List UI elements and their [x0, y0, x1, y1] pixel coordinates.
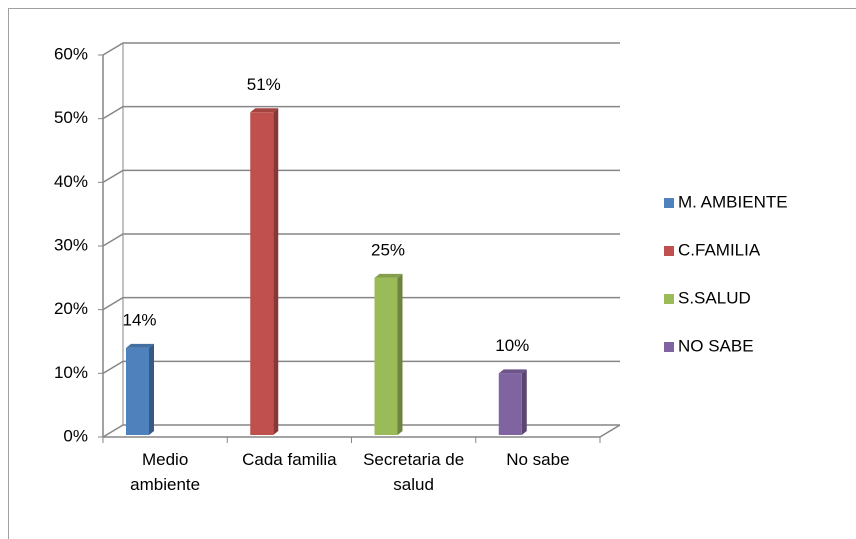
- grid-line: [102, 424, 620, 438]
- bar: [250, 112, 274, 436]
- bar-side: [273, 108, 279, 436]
- chart-border: [8, 8, 856, 539]
- y-tick-label: 50%: [54, 108, 88, 127]
- bar-top: [250, 108, 279, 113]
- x-tick-label: Secretaria de salud: [363, 450, 465, 494]
- bar: [498, 373, 522, 435]
- bar: [374, 277, 398, 435]
- x-tick-label: Cada familia: [242, 450, 337, 469]
- y-tick-label: 60%: [54, 44, 88, 63]
- bar-top: [126, 343, 154, 348]
- floor: [103, 424, 621, 438]
- value-label: 10%: [495, 336, 529, 355]
- value-label: 14%: [122, 310, 156, 329]
- y-tick-label: 0%: [63, 426, 88, 445]
- grid-line: [102, 360, 620, 374]
- legend-swatch: [664, 294, 674, 304]
- legend-label: C.FAMILIA: [678, 240, 761, 259]
- legend-label: NO SABE: [678, 336, 754, 355]
- value-label: 51%: [247, 75, 281, 94]
- y-tick-label: 30%: [54, 235, 88, 254]
- x-tick-label: Medio ambiente: [130, 450, 201, 494]
- legend-label: M. AMBIENTE: [678, 192, 788, 211]
- x-tick-label: No sabe: [506, 450, 570, 469]
- grid-line: [102, 233, 620, 247]
- legend-label: S.SALUD: [678, 288, 751, 307]
- grid-line: [102, 105, 620, 120]
- bar-top: [374, 273, 403, 278]
- grid-line: [102, 296, 620, 311]
- bar-side: [397, 273, 403, 435]
- y-tick-label: 20%: [54, 299, 88, 318]
- legend-swatch: [664, 198, 674, 208]
- grid-line: [102, 169, 620, 183]
- y-tick-label: 10%: [54, 363, 88, 382]
- bar-side: [521, 369, 527, 435]
- bar-top: [498, 369, 527, 374]
- bar: [126, 347, 149, 435]
- y-tick-label: 40%: [54, 172, 88, 191]
- legend-swatch: [664, 246, 674, 256]
- legend-swatch: [664, 342, 674, 352]
- grid-line: [102, 42, 620, 56]
- bar-side: [149, 343, 154, 435]
- value-label: 25%: [371, 240, 405, 259]
